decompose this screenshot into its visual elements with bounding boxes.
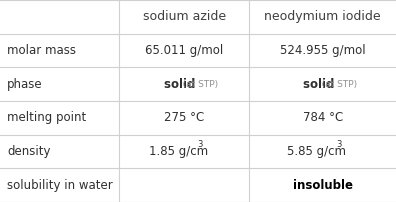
Text: 3: 3: [197, 140, 203, 149]
Text: 784 °C: 784 °C: [303, 111, 343, 124]
Text: melting point: melting point: [7, 111, 86, 124]
Text: solid: solid: [303, 78, 343, 91]
Text: insoluble: insoluble: [293, 179, 353, 192]
Text: 3: 3: [336, 140, 341, 149]
Text: (at STP): (at STP): [289, 80, 357, 89]
Text: sodium azide: sodium azide: [143, 10, 226, 23]
Text: 5.85 g/cm: 5.85 g/cm: [287, 145, 346, 158]
Text: 1.85 g/cm: 1.85 g/cm: [148, 145, 208, 158]
Text: neodymium iodide: neodymium iodide: [265, 10, 381, 23]
Text: 524.955 g/mol: 524.955 g/mol: [280, 44, 366, 57]
Text: 275 °C: 275 °C: [164, 111, 204, 124]
Text: 65.011 g/mol: 65.011 g/mol: [145, 44, 223, 57]
Text: solubility in water: solubility in water: [7, 179, 113, 192]
Text: density: density: [7, 145, 51, 158]
Text: molar mass: molar mass: [7, 44, 76, 57]
Text: phase: phase: [7, 78, 43, 91]
Text: (at STP): (at STP): [151, 80, 218, 89]
Text: solid: solid: [164, 78, 204, 91]
